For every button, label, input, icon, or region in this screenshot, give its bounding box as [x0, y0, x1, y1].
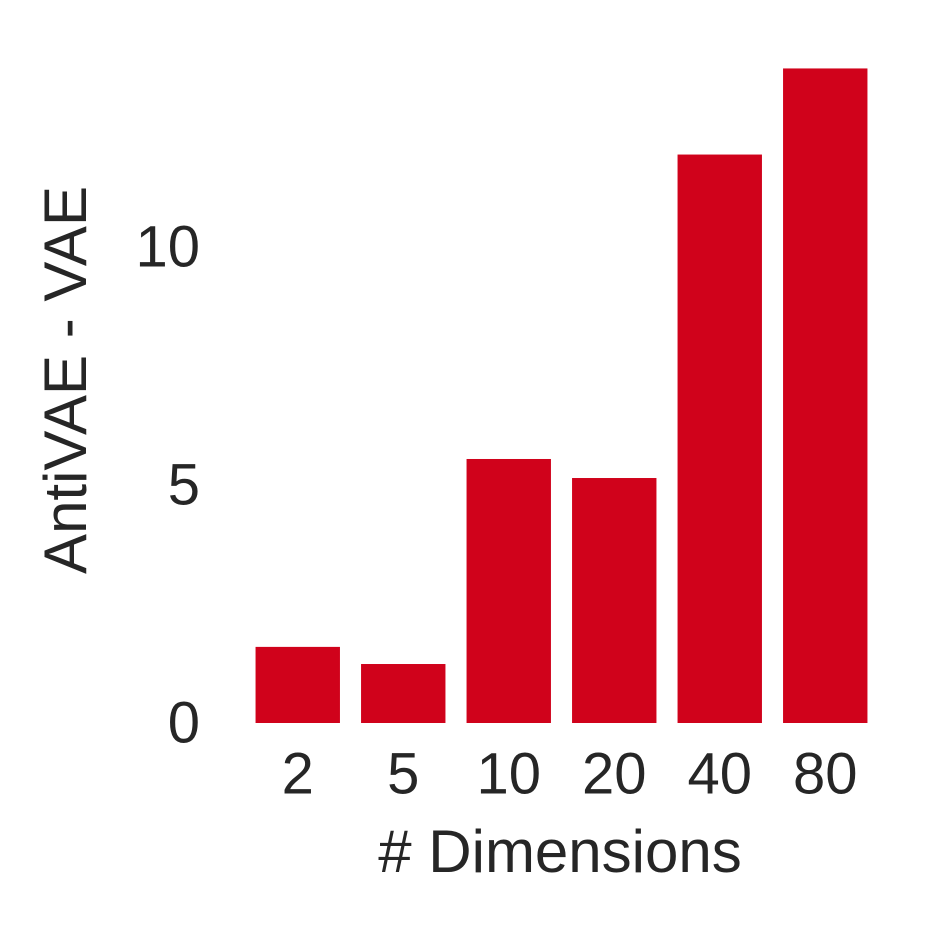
x-tick-label: 5: [387, 741, 419, 806]
bar: [361, 664, 446, 723]
x-tick-label: 10: [476, 741, 541, 806]
bar: [466, 458, 551, 723]
y-axis-label: AntiVAE - VAE: [32, 186, 99, 574]
x-tick-label: 20: [582, 741, 647, 806]
bar: [783, 68, 868, 723]
bar: [255, 646, 340, 723]
x-tick-label: 80: [793, 741, 858, 806]
x-axis-label: # Dimensions: [378, 818, 742, 885]
y-tick-label: 0: [168, 690, 200, 755]
bar: [677, 154, 762, 723]
y-tick-label: 10: [135, 215, 200, 280]
x-tick-label: 40: [687, 741, 752, 806]
bar: [572, 478, 657, 723]
y-tick-label: 5: [168, 452, 200, 517]
x-tick-label: 2: [282, 741, 314, 806]
